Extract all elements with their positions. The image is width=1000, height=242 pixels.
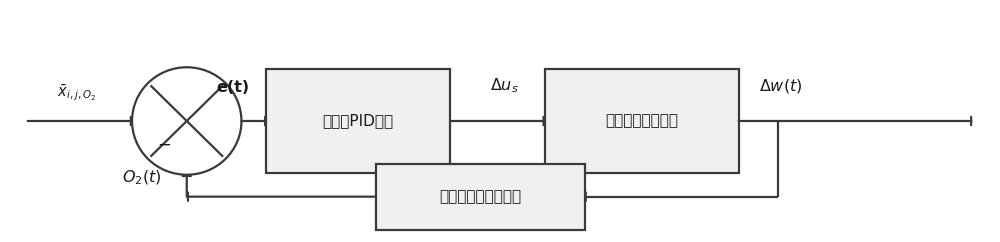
Text: $\Delta w(t)$: $\Delta w(t)$ [759, 77, 802, 95]
Text: −: − [157, 136, 171, 154]
Text: e(t): e(t) [217, 80, 250, 95]
Text: $\bar{x}_{i,j,O_2}$: $\bar{x}_{i,j,O_2}$ [57, 82, 97, 103]
Text: 烟气含氧量测量装置: 烟气含氧量测量装置 [439, 189, 521, 204]
FancyBboxPatch shape [266, 69, 450, 173]
Text: $O_2(t)$: $O_2(t)$ [122, 168, 162, 187]
Text: 增量式PID控制: 增量式PID控制 [323, 113, 394, 129]
FancyBboxPatch shape [376, 164, 585, 230]
FancyBboxPatch shape [545, 69, 739, 173]
Text: $\Delta u_s$: $\Delta u_s$ [490, 76, 519, 95]
Text: 锅炉燃料控制系统: 锅炉燃料控制系统 [605, 113, 678, 129]
